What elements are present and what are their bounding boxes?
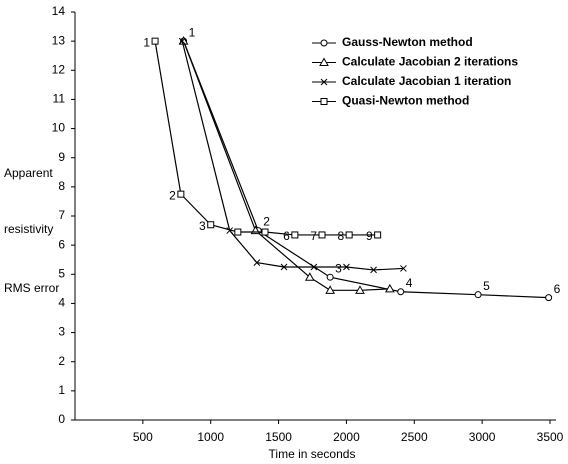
marker xyxy=(177,190,185,198)
marker xyxy=(320,78,328,86)
point-label: 1 xyxy=(143,35,150,49)
marker xyxy=(370,266,377,274)
marker xyxy=(374,231,382,239)
point-label: 5 xyxy=(483,279,490,293)
legend-label: Calculate Jacobian 1 iteration xyxy=(342,74,511,88)
marker xyxy=(253,259,261,266)
marker xyxy=(226,227,234,234)
y-tick-label: 2 xyxy=(58,354,65,368)
y-tick-label: 8 xyxy=(58,179,65,193)
marker xyxy=(310,263,318,271)
y-tick-label: 5 xyxy=(58,266,65,280)
marker xyxy=(151,37,159,45)
x-tick-label: 1500 xyxy=(265,430,292,444)
y-tick-label: 14 xyxy=(52,4,66,18)
point-label: 6 xyxy=(283,229,290,243)
y-tick-label: 6 xyxy=(58,237,65,251)
point-label: 2 xyxy=(169,188,176,202)
marker xyxy=(345,231,353,239)
marker xyxy=(474,291,482,299)
x-tick-label: 1000 xyxy=(197,430,224,444)
marker xyxy=(319,57,329,66)
y-tick-label: 0 xyxy=(58,412,65,426)
y-tick-label: 7 xyxy=(58,208,65,222)
series-line xyxy=(183,40,549,299)
marker xyxy=(325,285,336,294)
y-axis-label: resistivity xyxy=(4,222,53,236)
y-tick-label: 11 xyxy=(53,92,66,106)
x-tick-label: 2000 xyxy=(333,430,360,444)
x-tick-label: 500 xyxy=(133,430,153,444)
point-label: 4 xyxy=(406,276,413,290)
marker xyxy=(320,98,328,105)
marker xyxy=(326,273,334,281)
marker xyxy=(318,231,326,239)
y-tick-label: 9 xyxy=(58,150,65,164)
series-line xyxy=(181,40,404,271)
legend-label: Calculate Jacobian 2 iterations xyxy=(342,55,518,69)
marker xyxy=(320,39,328,47)
y-tick-label: 1 xyxy=(58,383,65,397)
point-label: 2 xyxy=(263,215,270,229)
y-tick-label: 4 xyxy=(58,296,65,310)
point-label: 6 xyxy=(554,282,561,296)
point-label: 3 xyxy=(335,261,342,275)
point-label: 7 xyxy=(310,229,317,243)
y-axis-label: Apparent xyxy=(4,166,53,180)
x-axis-label: Time in seconds xyxy=(269,447,356,461)
point-label: 8 xyxy=(337,229,344,243)
y-axis-label: RMS error xyxy=(4,281,59,295)
y-tick-label: 10 xyxy=(52,121,66,135)
y-tick-label: 12 xyxy=(52,62,66,76)
series-line xyxy=(154,41,378,236)
point-label: 3 xyxy=(199,219,206,233)
marker xyxy=(261,228,269,236)
marker xyxy=(234,228,242,236)
marker xyxy=(291,231,299,239)
marker xyxy=(545,294,553,302)
point-label: 9 xyxy=(366,229,373,243)
marker xyxy=(355,285,365,294)
marker xyxy=(343,263,350,271)
marker xyxy=(178,37,186,45)
marker xyxy=(280,263,288,271)
x-tick-label: 3000 xyxy=(469,430,496,444)
marker xyxy=(207,221,215,229)
point-label: 1 xyxy=(189,25,196,39)
marker xyxy=(304,272,315,281)
y-tick-label: 3 xyxy=(58,325,65,339)
marker xyxy=(384,283,395,293)
legend-label: Gauss-Newton method xyxy=(342,35,473,49)
legend-label: Quasi-Newton method xyxy=(342,94,469,108)
x-tick-label: 2500 xyxy=(401,430,428,444)
y-tick-label: 13 xyxy=(52,33,66,47)
marker xyxy=(400,265,407,272)
x-tick-label: 3500 xyxy=(537,430,564,444)
series-line xyxy=(183,40,390,291)
marker xyxy=(397,288,405,296)
